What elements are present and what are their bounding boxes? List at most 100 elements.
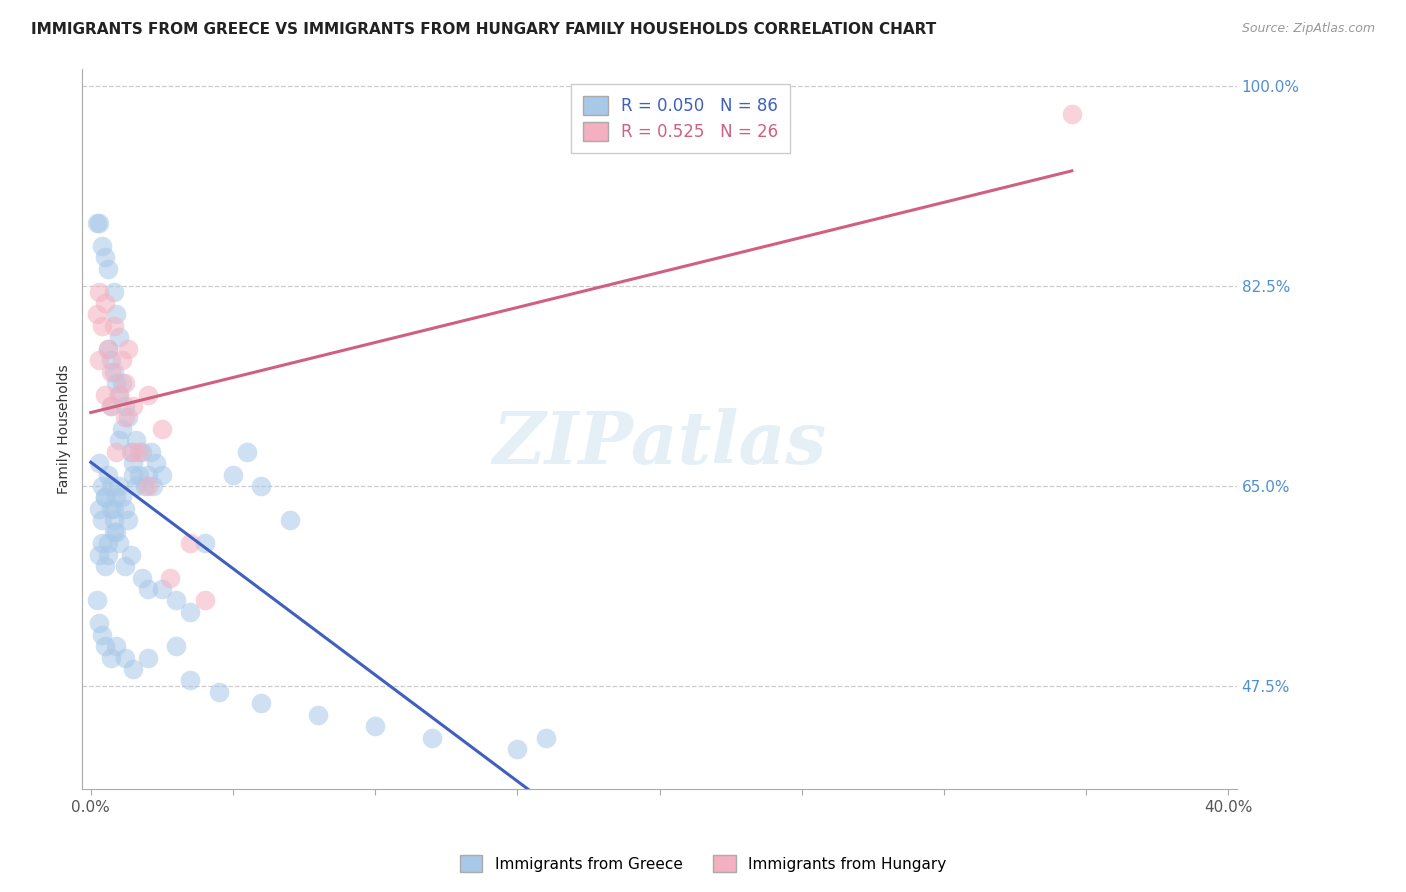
Point [100, 479, 122, 493]
Point [91, 479, 114, 493]
Point [89, 285, 111, 299]
Point [89, 353, 111, 368]
Point [97, 548, 120, 562]
Point [91, 318, 114, 333]
Point [108, 387, 131, 401]
Point [103, 502, 125, 516]
Point [94, 296, 117, 310]
Point [122, 662, 145, 676]
Point [236, 444, 259, 458]
Point [420, 731, 443, 745]
Point [165, 639, 187, 653]
Point [100, 502, 122, 516]
Point [114, 376, 136, 390]
Point [105, 444, 128, 458]
Point [122, 467, 145, 482]
Text: ZIPatlas: ZIPatlas [492, 408, 827, 479]
Point [122, 444, 145, 458]
Point [97, 261, 120, 276]
Point [208, 685, 231, 699]
Point [89, 502, 111, 516]
Point [128, 467, 150, 482]
Point [103, 524, 125, 539]
Point [139, 444, 162, 458]
Point [145, 456, 167, 470]
Point [91, 513, 114, 527]
Point [108, 536, 131, 550]
Point [108, 434, 131, 448]
Point [100, 365, 122, 379]
Point [108, 330, 131, 344]
Point [179, 536, 201, 550]
Legend: Immigrants from Greece, Immigrants from Hungary: Immigrants from Greece, Immigrants from … [451, 847, 955, 880]
Point [134, 479, 156, 493]
Point [193, 536, 215, 550]
Text: IMMIGRANTS FROM GREECE VS IMMIGRANTS FROM HUNGARY FAMILY HOUSEHOLDS CORRELATION : IMMIGRANTS FROM GREECE VS IMMIGRANTS FRO… [31, 22, 936, 37]
Point [117, 410, 139, 425]
Point [94, 639, 117, 653]
Point [122, 399, 145, 413]
Point [114, 410, 136, 425]
Point [103, 513, 125, 527]
Point [150, 582, 173, 596]
Point [125, 434, 148, 448]
Point [250, 479, 273, 493]
Point [105, 308, 128, 322]
Point [100, 399, 122, 413]
Point [111, 491, 134, 505]
Point [179, 673, 201, 688]
Point [105, 639, 128, 653]
Point [120, 444, 142, 458]
Y-axis label: Family Households: Family Households [58, 364, 72, 493]
Point [111, 422, 134, 436]
Point [250, 697, 273, 711]
Point [97, 536, 120, 550]
Point [165, 593, 187, 607]
Point [114, 559, 136, 574]
Point [120, 548, 142, 562]
Point [150, 422, 173, 436]
Point [94, 559, 117, 574]
Point [128, 444, 150, 458]
Point [89, 456, 111, 470]
Point [97, 467, 120, 482]
Point [89, 616, 111, 631]
Point [136, 650, 159, 665]
Point [136, 582, 159, 596]
Point [534, 731, 557, 745]
Point [111, 376, 134, 390]
Point [103, 365, 125, 379]
Point [131, 570, 153, 584]
Point [114, 399, 136, 413]
Legend: R = 0.050   N = 86, R = 0.525   N = 26: R = 0.050 N = 86, R = 0.525 N = 26 [571, 84, 790, 153]
Point [114, 650, 136, 665]
Point [111, 353, 134, 368]
Point [91, 239, 114, 253]
Point [94, 387, 117, 401]
Point [103, 285, 125, 299]
Point [94, 491, 117, 505]
Point [159, 570, 181, 584]
Point [105, 491, 128, 505]
Point [94, 491, 117, 505]
Text: Source: ZipAtlas.com: Source: ZipAtlas.com [1241, 22, 1375, 36]
Point [1060, 107, 1083, 121]
Point [86, 593, 108, 607]
Point [142, 479, 165, 493]
Point [131, 444, 153, 458]
Point [103, 318, 125, 333]
Point [136, 479, 159, 493]
Point [89, 548, 111, 562]
Point [108, 387, 131, 401]
Point [193, 593, 215, 607]
Point [108, 479, 131, 493]
Point [91, 536, 114, 550]
Point [100, 353, 122, 368]
Point [100, 399, 122, 413]
Point [364, 719, 387, 733]
Point [94, 250, 117, 264]
Point [122, 456, 145, 470]
Point [136, 387, 159, 401]
Point [125, 479, 148, 493]
Point [136, 467, 159, 482]
